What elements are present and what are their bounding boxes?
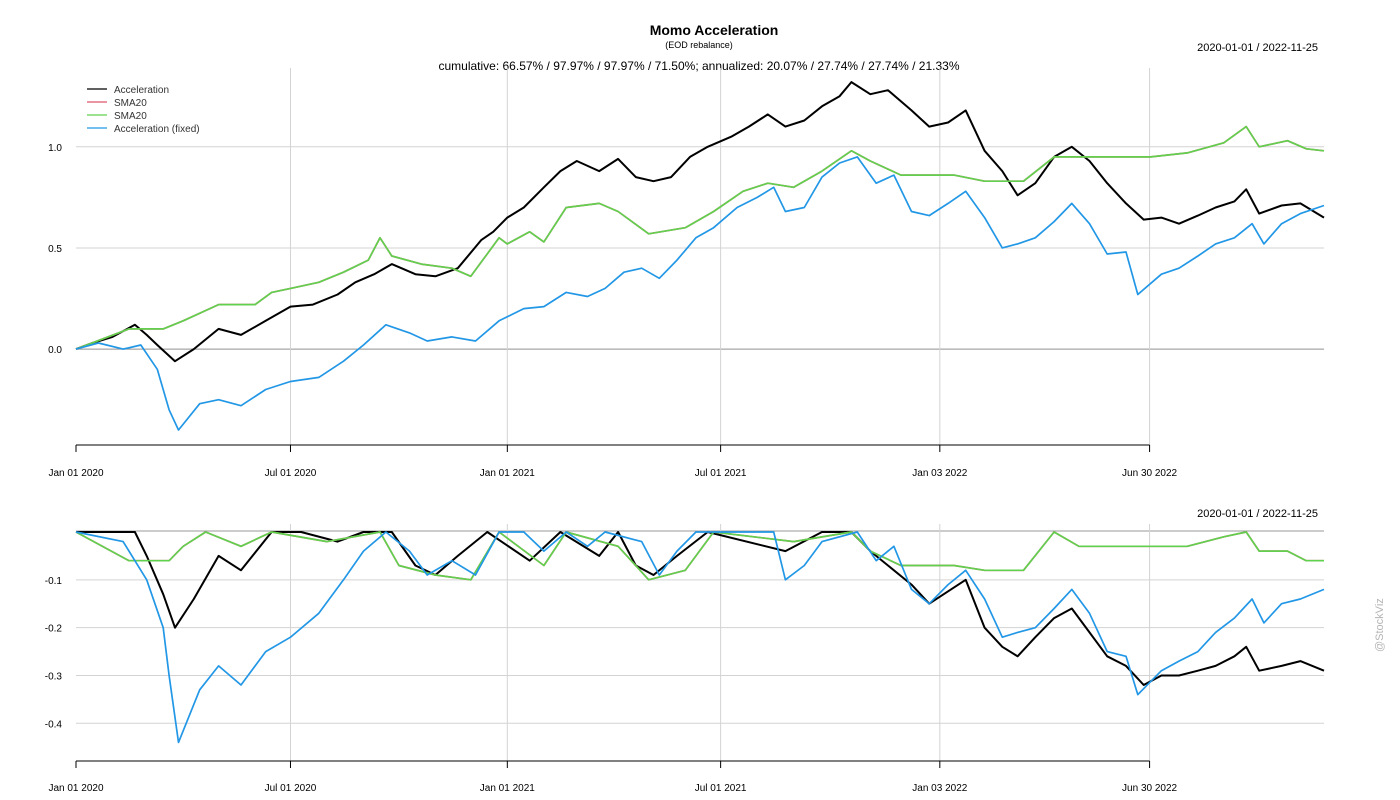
legend-label: Acceleration (fixed) (114, 124, 200, 135)
x-tick-label: Jan 03 2022 (912, 783, 967, 794)
top-panel-series (75, 81, 1325, 431)
legend-label: Acceleration (114, 85, 169, 96)
series-line-3 (75, 125, 1325, 350)
series-line-2 (75, 125, 1325, 350)
x-tick-label: Jul 01 2020 (265, 468, 317, 479)
legend: Acceleration SMA20 SMA20 Acceleration (fixe… (87, 85, 200, 135)
x-tick-label: Jul 01 2020 (265, 783, 317, 794)
chart-subtitle: (EOD rebalance) (665, 40, 733, 50)
x-tick-label: Jul 01 2021 (695, 783, 747, 794)
y-tick-label: 1.0 (48, 143, 62, 154)
top-panel-axis: 0.0 0.5 1.0 Jan 01 2020 Jul 01 2020 Jan 01 20… (48, 143, 1177, 479)
y-tick-label: -0.2 (45, 624, 63, 635)
series-line-1 (75, 81, 1325, 363)
x-tick-label: Jun 30 2022 (1122, 468, 1177, 479)
stats-line: cumulative: 66.57% / 97.97% / 97.97% / 7… (438, 59, 959, 73)
x-tick-label: Jan 01 2020 (48, 468, 103, 479)
bottom-panel-series (75, 531, 1325, 744)
bottom-panel-grid (76, 524, 1324, 761)
y-tick-label: 0.0 (48, 345, 62, 356)
date-range-top: 2020-01-01 / 2022-11-25 (1197, 42, 1318, 54)
bottom-panel-axis: -0.4 -0.3 -0.2 -0.1 Jan 01 2020 Jul 01 2020 Ja… (45, 576, 1178, 794)
y-tick-label: 0.5 (48, 244, 62, 255)
watermark: @StockViz (1374, 598, 1386, 652)
y-tick-label: -0.3 (45, 671, 63, 682)
series-line-3 (75, 531, 1324, 581)
series-line-4 (75, 531, 1325, 744)
legend-label: SMA20 (114, 98, 147, 109)
series-line-4 (75, 156, 1325, 431)
x-tick-label: Jun 30 2022 (1122, 783, 1177, 794)
legend-label: SMA20 (114, 111, 147, 122)
y-tick-label: -0.1 (45, 576, 63, 587)
x-tick-label: Jan 01 2021 (480, 468, 535, 479)
x-tick-label: Jan 01 2021 (480, 783, 535, 794)
x-tick-label: Jul 01 2021 (695, 468, 747, 479)
series-line-1 (76, 531, 1325, 686)
chart-title: Momo Acceleration (650, 22, 779, 38)
x-tick-label: Jan 03 2022 (912, 468, 967, 479)
top-panel-grid (76, 68, 1324, 445)
x-tick-label: Jan 01 2020 (48, 783, 103, 794)
y-tick-label: -0.4 (45, 719, 63, 730)
date-range-bottom: 2020-01-01 / 2022-11-25 (1197, 508, 1318, 520)
